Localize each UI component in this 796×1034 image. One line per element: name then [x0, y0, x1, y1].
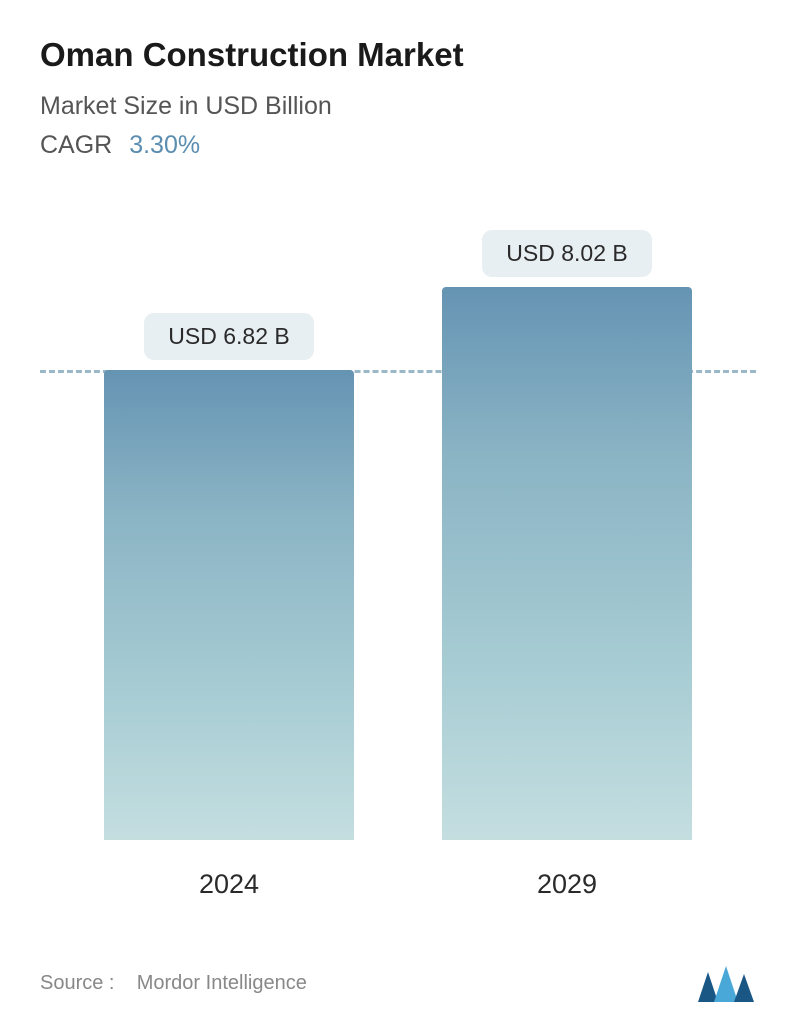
bar-2029 [442, 287, 692, 840]
source-text: Source : Mordor Intelligence [40, 972, 307, 995]
bar-group-2024: USD 6.82 B [104, 313, 354, 840]
source-label: Source : [40, 972, 114, 994]
x-label-2029: 2029 [442, 869, 692, 900]
cagr-value: 3.30% [129, 131, 200, 159]
x-axis-labels: 2024 2029 [40, 869, 756, 900]
value-label-2024: USD 6.82 B [144, 313, 313, 360]
value-label-2029: USD 8.02 B [482, 230, 651, 277]
cagr-label: CAGR [40, 131, 112, 159]
bar-2024 [104, 370, 354, 840]
source-name: Mordor Intelligence [137, 972, 307, 994]
footer: Source : Mordor Intelligence [40, 962, 756, 1004]
chart-area: USD 6.82 B USD 8.02 B 2024 2029 [40, 220, 756, 900]
chart-subtitle: Market Size in USD Billion [40, 92, 756, 121]
bar-group-2029: USD 8.02 B [442, 230, 692, 840]
mordor-logo-icon [696, 962, 756, 1004]
cagr-row: CAGR 3.30% [40, 131, 756, 160]
x-label-2024: 2024 [104, 869, 354, 900]
chart-title: Oman Construction Market [40, 36, 756, 74]
bars-container: USD 6.82 B USD 8.02 B [40, 220, 756, 840]
